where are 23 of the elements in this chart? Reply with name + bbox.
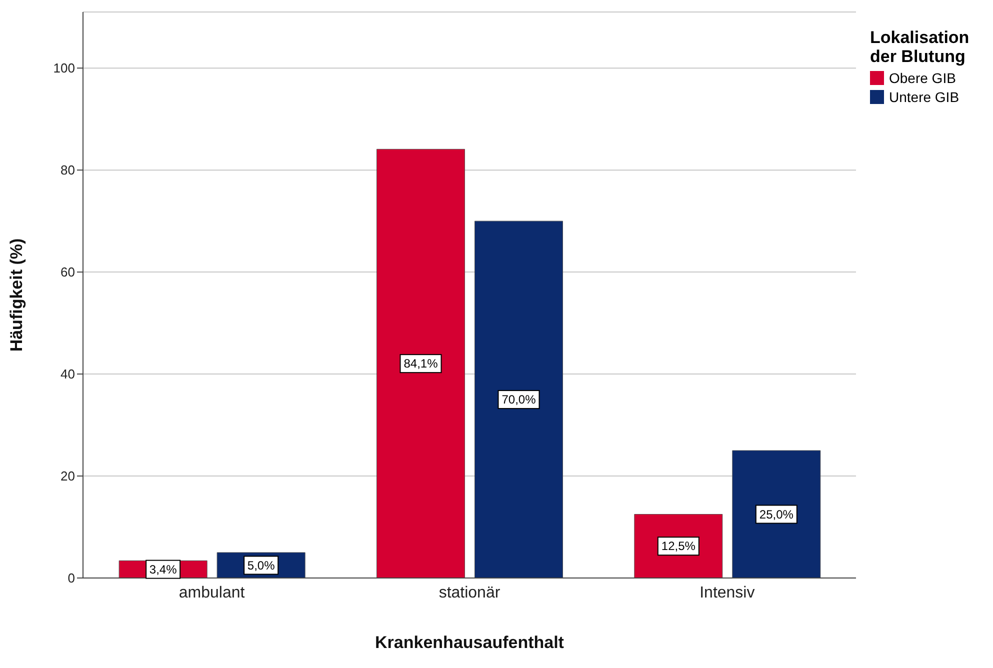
data-label: 3,4% [149,562,178,576]
y-tick-label: 80 [60,162,75,178]
y-tick-label: 0 [68,570,75,586]
bar [474,220,563,578]
data-label: 12,5% [661,539,696,554]
y-tick-label: 60 [60,264,75,280]
bar [732,450,821,578]
data-label: 84,1% [404,356,438,371]
y-axis-title: Häufigkeit (%) [7,238,26,352]
data-label: 70,0% [502,392,536,407]
bar [376,148,465,578]
x-tick-label: ambulant [178,584,246,602]
legend-label: Untere GIB [889,89,960,105]
y-tick-label: 20 [60,468,75,484]
x-tick-label: stationär [438,584,501,602]
x-axis-title: Krankenhausaufenthalt [375,633,564,652]
y-tick-label: 100 [53,60,75,76]
data-label: 5,0% [247,558,276,572]
y-tick-label: 40 [60,366,75,382]
legend-label: Obere GIB [889,70,956,86]
legend-title: Lokalisation der Blutung [870,28,970,66]
x-tick-label: Intensiv [700,584,755,602]
data-label: 25,0% [759,507,794,522]
